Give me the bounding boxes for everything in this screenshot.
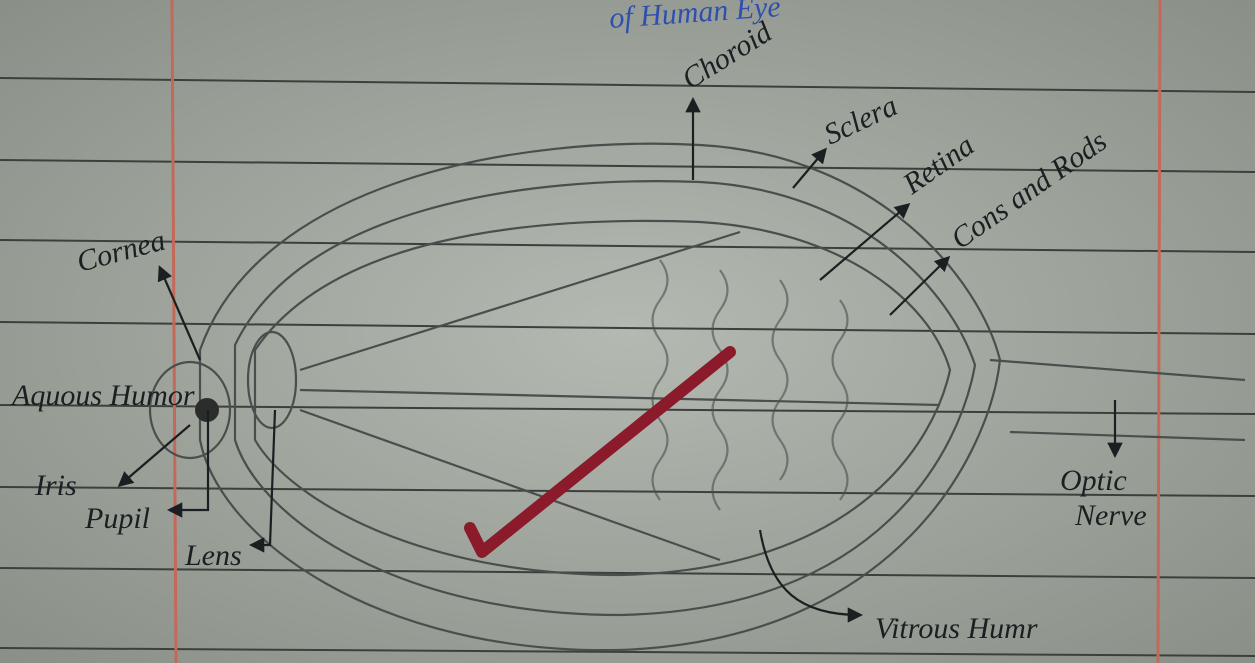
part-label: Nerve — [1074, 499, 1147, 532]
part-label: Pupil — [84, 502, 150, 535]
part-label: Lens — [184, 539, 242, 572]
part-label: Optic — [1060, 464, 1127, 497]
notebook-diagram: of Human Eye ChoroidScleraRetinaCons and… — [0, 0, 1255, 663]
part-label: Vitrous Humr — [875, 612, 1038, 645]
part-label: Iris — [34, 469, 77, 502]
part-label: Aquous Humor — [10, 379, 195, 412]
